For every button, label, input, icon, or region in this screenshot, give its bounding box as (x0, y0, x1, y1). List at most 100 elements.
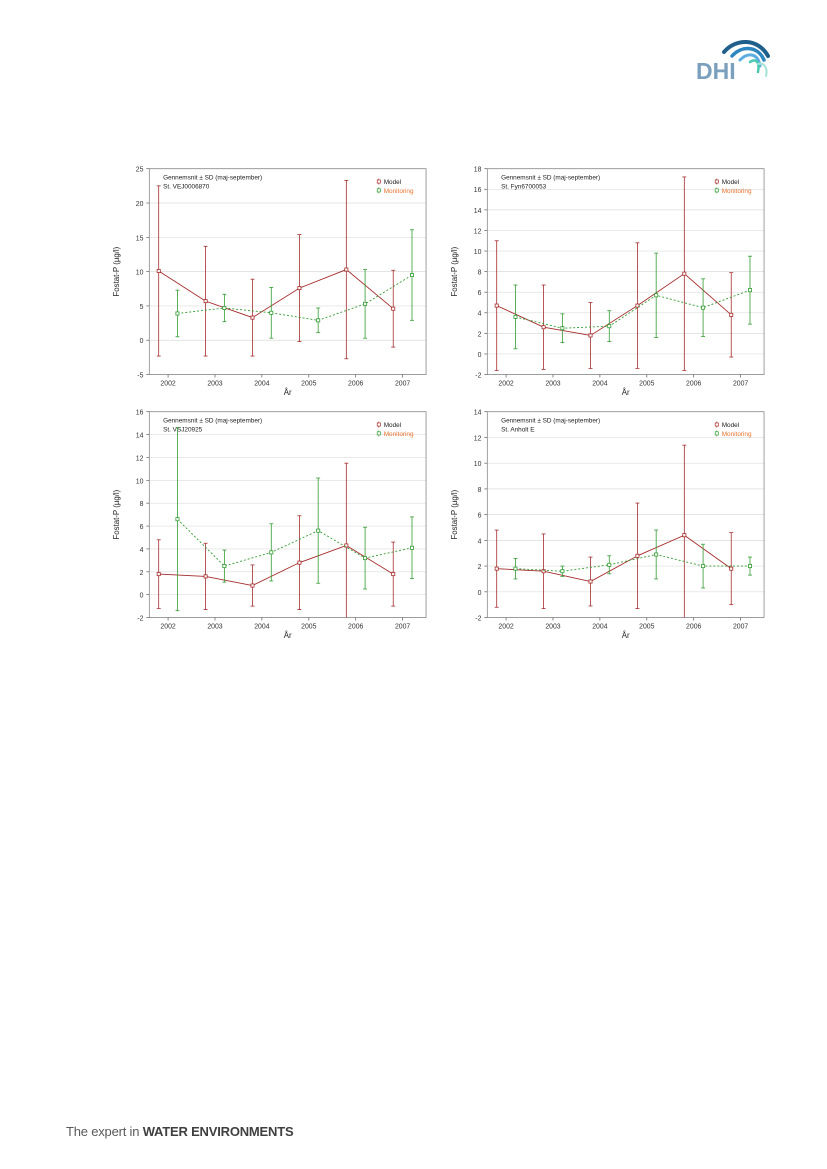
y-tick-label: 4 (478, 538, 482, 545)
y-tick-label: 0 (478, 590, 482, 597)
monitoring-point (316, 318, 321, 323)
monitoring-point (410, 273, 414, 278)
y-tick-label: 16 (136, 410, 144, 417)
model-point (729, 566, 734, 571)
y-tick-label: -2 (475, 373, 481, 380)
monitoring-point (560, 569, 565, 574)
model-point (682, 271, 687, 276)
monitoring-legend-label: Monitoring (384, 431, 414, 438)
monitoring-point (175, 517, 180, 522)
chart-subtitle: St. VSJ20925 (163, 426, 203, 433)
y-tick-label: 4 (140, 547, 144, 554)
model-point (156, 572, 161, 577)
monitoring-line (177, 518, 413, 567)
monitoring-legend-label: Monitoring (722, 431, 752, 438)
y-axis-label: Fostat-P (µg/l) (112, 489, 121, 539)
x-tick-label: 2002 (160, 380, 175, 387)
x-tick-label: 2007 (733, 380, 748, 387)
y-tick-label: 12 (474, 228, 482, 235)
x-tick-label: 2005 (639, 380, 654, 387)
swoosh-1 (722, 40, 770, 58)
y-tick-label: 10 (474, 461, 482, 468)
model-point (156, 268, 161, 273)
model-point (541, 569, 546, 574)
swoosh-5 (757, 62, 768, 77)
monitoring-point (363, 556, 368, 561)
x-axis-label: År (284, 631, 292, 640)
model-legend-label: Model (384, 179, 401, 186)
monitoring-point (316, 528, 321, 533)
model-legend-marker (376, 422, 381, 427)
swoosh-4 (748, 59, 760, 74)
y-axis-label: Fostat-P (µg/l) (112, 246, 121, 296)
y-tick-label: 20 (136, 201, 144, 208)
y-tick-label: 12 (474, 435, 482, 442)
logo-swoosh (722, 40, 770, 77)
y-tick-label: 0 (140, 593, 144, 600)
model-point (297, 560, 302, 565)
chart-fyn6700053: -2 0 2 4 6 8 10 12 14 16 18 2002 2003 2004 2005 2006 200… (450, 167, 765, 397)
y-tick-label: 12 (136, 455, 144, 462)
monitoring-point (607, 562, 612, 567)
model-legend-label: Model (384, 422, 401, 429)
logo-text: DHI (696, 58, 736, 84)
monitoring-line (515, 289, 751, 329)
model-point (344, 543, 349, 548)
model-line (158, 269, 394, 319)
x-tick-label: 2006 (348, 380, 363, 387)
monitoring-legend-marker (376, 431, 381, 436)
monitoring-point (701, 305, 706, 310)
y-axis-label: Fostat-P (µg/l) (450, 246, 459, 296)
y-tick-label: 0 (478, 352, 482, 359)
model-point (635, 303, 640, 308)
chart-anholt-e: -2 0 2 4 6 8 10 12 14 2002 2003 2004 2005 2006 2007 År F… (450, 410, 765, 640)
y-tick-label: 8 (478, 487, 482, 494)
model-point (682, 533, 687, 538)
y-tick-label: 0 (140, 338, 144, 345)
x-tick-label: 2006 (348, 623, 363, 630)
y-tick-label: 16 (474, 187, 482, 194)
monitoring-point (607, 324, 612, 329)
chart-title: Gennemsnit ± SD (maj-september) (163, 418, 262, 425)
y-tick-label: 2 (140, 570, 144, 577)
monitoring-point (410, 545, 414, 550)
y-tick-label: 10 (136, 478, 144, 485)
y-tick-label: -2 (137, 616, 143, 623)
x-tick-label: 2005 (639, 623, 654, 630)
model-legend-label: Model (722, 179, 739, 186)
model-point (494, 566, 499, 571)
y-tick-label: 14 (136, 433, 144, 440)
x-tick-label: 2004 (254, 380, 269, 387)
model-point (494, 303, 499, 308)
model-legend-marker (714, 422, 719, 427)
model-legend-marker (376, 179, 381, 184)
y-tick-label: 14 (474, 208, 482, 215)
model-line (496, 534, 732, 582)
x-tick-label: 2002 (498, 380, 513, 387)
monitoring-point (560, 326, 565, 331)
swoosh-2 (730, 46, 766, 62)
monitoring-point (654, 293, 659, 298)
y-tick-label: 8 (140, 501, 144, 508)
x-tick-label: 2007 (733, 623, 748, 630)
footer-prefix: The expert in (66, 1124, 140, 1139)
monitoring-legend-label: Monitoring (722, 188, 752, 195)
monitoring-point (269, 550, 274, 555)
monitoring-point (701, 564, 706, 569)
y-tick-label: 2 (478, 564, 482, 571)
x-tick-label: 2003 (207, 380, 222, 387)
monitoring-point (175, 311, 180, 316)
y-tick-label: 6 (140, 524, 144, 531)
chart-title: Gennemsnit ± SD (maj-september) (501, 418, 600, 425)
monitoring-point (513, 566, 518, 571)
x-tick-label: 2003 (545, 380, 560, 387)
monitoring-point (363, 301, 368, 306)
y-tick-label: 25 (136, 167, 144, 174)
model-legend-label: Model (722, 422, 739, 429)
x-tick-label: 2004 (254, 623, 269, 630)
y-tick-label: 4 (478, 311, 482, 318)
x-tick-label: 2006 (686, 623, 701, 630)
x-tick-label: 2003 (545, 623, 560, 630)
plot-frame (486, 411, 765, 618)
y-tick-label: 10 (136, 270, 144, 277)
